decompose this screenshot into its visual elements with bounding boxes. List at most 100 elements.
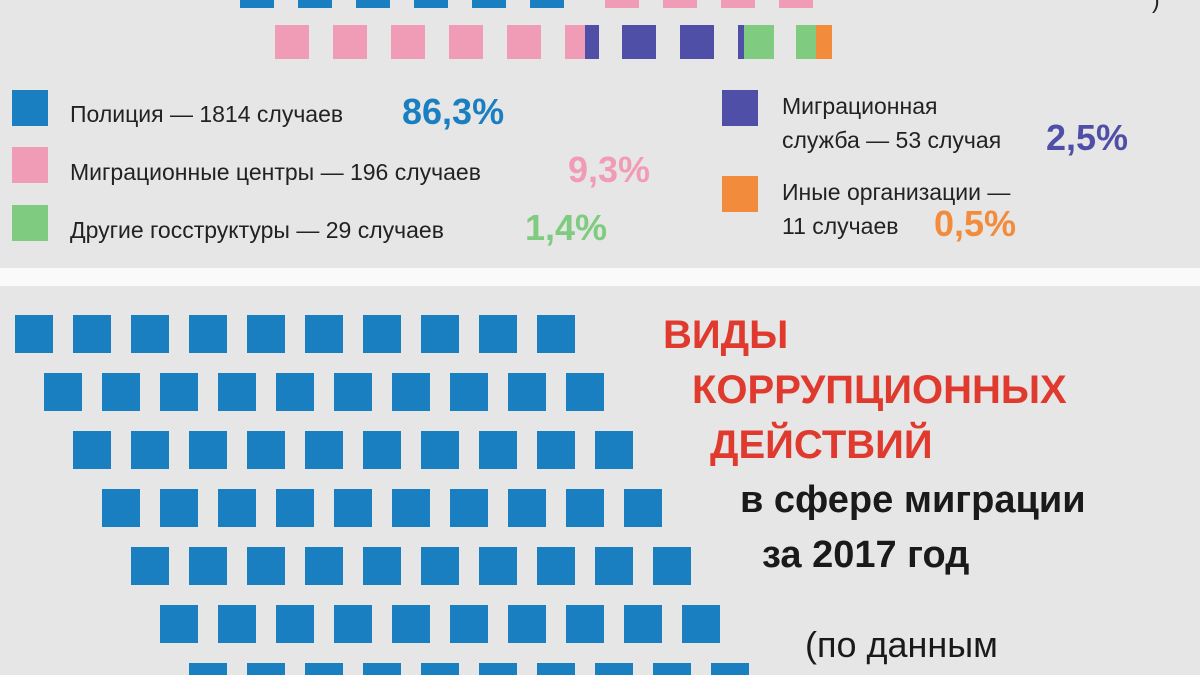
square [566, 373, 604, 411]
square [392, 605, 430, 643]
square [363, 315, 401, 353]
square [479, 547, 517, 585]
square [276, 373, 314, 411]
square [305, 663, 343, 675]
square [247, 431, 285, 469]
square [566, 605, 604, 643]
square [421, 315, 459, 353]
square [450, 373, 488, 411]
square [566, 489, 604, 527]
square [744, 25, 774, 59]
square [624, 489, 662, 527]
square [680, 25, 714, 59]
square [449, 25, 483, 59]
square [131, 547, 169, 585]
square [530, 0, 564, 8]
square [508, 489, 546, 527]
square [131, 431, 169, 469]
square [816, 25, 832, 59]
square [363, 547, 401, 585]
square [15, 315, 53, 353]
square [73, 315, 111, 353]
square [653, 663, 691, 675]
square [160, 605, 198, 643]
square [240, 0, 274, 8]
legend-label: служба — 53 случая [782, 127, 1001, 153]
square [334, 605, 372, 643]
source: (по данным [805, 624, 998, 665]
square [334, 489, 372, 527]
square [653, 547, 691, 585]
square [508, 605, 546, 643]
square [333, 25, 367, 59]
square [160, 489, 198, 527]
legend-label: Другие госструктуры — 29 случаев [70, 217, 444, 243]
square [450, 605, 488, 643]
square [334, 373, 372, 411]
square [421, 547, 459, 585]
square [507, 25, 541, 59]
square [537, 431, 575, 469]
square [247, 663, 285, 675]
square [102, 489, 140, 527]
square [738, 25, 744, 59]
square [276, 605, 314, 643]
square [218, 489, 256, 527]
square [298, 0, 332, 8]
square [275, 25, 309, 59]
square [189, 547, 227, 585]
square [189, 663, 227, 675]
square [450, 489, 488, 527]
square [247, 547, 285, 585]
square [247, 315, 285, 353]
square [622, 25, 656, 59]
square [189, 431, 227, 469]
square [421, 663, 459, 675]
square [305, 431, 343, 469]
square [779, 0, 813, 8]
subtitle-line: за 2017 год [762, 534, 969, 576]
square [218, 605, 256, 643]
square [595, 663, 633, 675]
square [479, 315, 517, 353]
square [682, 605, 720, 643]
square [305, 315, 343, 353]
square [711, 663, 749, 675]
square [73, 431, 111, 469]
square [392, 489, 430, 527]
squares [15, 0, 832, 675]
legend-percent: 9,3% [568, 149, 650, 190]
legend-swatch [12, 147, 48, 183]
square [479, 431, 517, 469]
corner-text: ) [1152, 0, 1160, 13]
square [189, 315, 227, 353]
legend-label: Полиция — 1814 случаев [70, 101, 343, 127]
title-line: ДЕЙСТВИЙ [710, 421, 933, 467]
divider [0, 268, 1200, 286]
legend-label: 11 случаев [782, 213, 898, 239]
square [356, 0, 390, 8]
square [363, 663, 401, 675]
legend-swatch [722, 176, 758, 212]
square [585, 25, 599, 59]
square [421, 431, 459, 469]
legend-percent: 2,5% [1046, 117, 1128, 158]
square [276, 489, 314, 527]
square [44, 373, 82, 411]
square [537, 547, 575, 585]
legend-swatch [12, 90, 48, 126]
square [595, 431, 633, 469]
legend-percent: 0,5% [934, 203, 1016, 244]
square [721, 0, 755, 8]
square [663, 0, 697, 8]
subtitle-line: в сфере миграции [740, 479, 1086, 521]
square [363, 431, 401, 469]
square [537, 663, 575, 675]
square [131, 315, 169, 353]
square [796, 25, 816, 59]
square [537, 315, 575, 353]
square [305, 547, 343, 585]
title-line: КОРРУПЦИОННЫХ [692, 368, 1067, 412]
square [472, 0, 506, 8]
